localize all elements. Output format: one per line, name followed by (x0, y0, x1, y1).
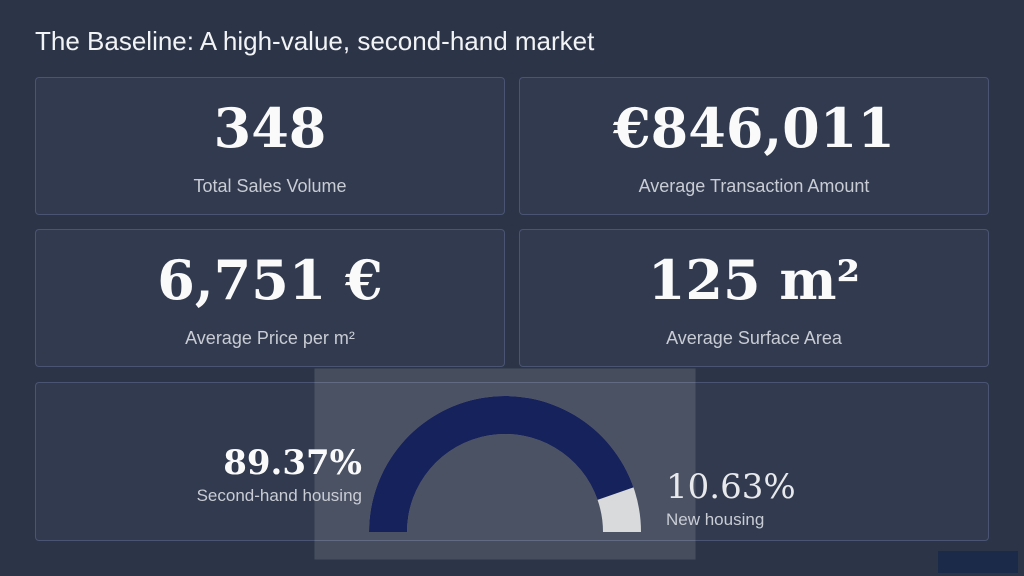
legend-label: New housing (666, 510, 764, 529)
kpi-value: 348 (213, 96, 327, 160)
kpi-card: 348 Total Sales Volume (35, 77, 505, 215)
kpi-value: €846,011 (613, 96, 895, 160)
kpi-label: Total Sales Volume (193, 176, 347, 196)
legend-label: Second-hand housing (197, 486, 362, 505)
page-title: The Baseline: A high-value, second-hand … (35, 26, 595, 56)
kpi-card: 125 m² Average Surface Area (519, 229, 989, 367)
value-label: 10.63% (666, 467, 796, 507)
kpi-label: Average Surface Area (666, 328, 842, 348)
value-label: 89.37% (223, 443, 362, 483)
arc-group (369, 396, 641, 532)
donut-segment (597, 487, 641, 532)
kpi-card: 6,751 € Average Price per m² (35, 229, 505, 367)
kpi-value: 6,751 € (157, 248, 383, 312)
kpi-label: Average Price per m² (185, 328, 355, 348)
corner-badge (938, 551, 1018, 573)
donut-segment (369, 396, 634, 532)
kpi-card: €846,011 Average Transaction Amount (519, 77, 989, 215)
kpi-label: Average Transaction Amount (638, 176, 870, 196)
kpi-value: 125 m² (647, 248, 861, 312)
